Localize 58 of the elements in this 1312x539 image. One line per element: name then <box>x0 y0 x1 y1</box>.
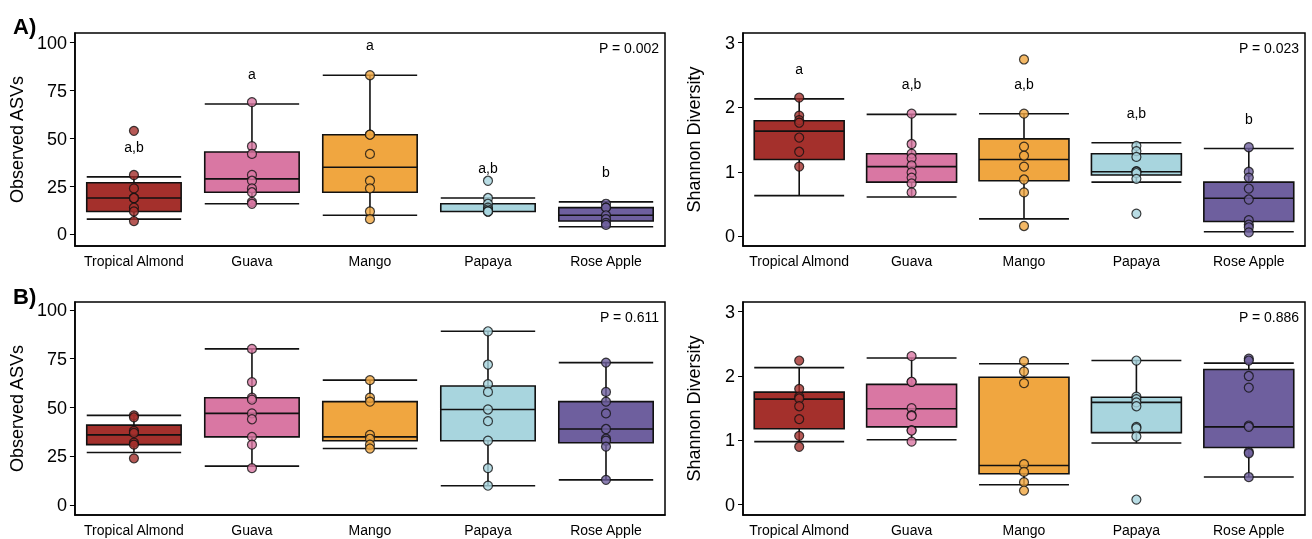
annotation: a,b <box>1014 75 1034 92</box>
annotation: b <box>1244 110 1253 127</box>
annotation: a,b <box>124 138 144 155</box>
y-tick-label: 25 <box>46 176 67 197</box>
annotation: a <box>795 60 804 77</box>
chart-title: A) <box>13 13 37 39</box>
y-tick-label: 1 <box>724 430 735 451</box>
x-tick-label: Guava <box>231 253 273 269</box>
annotation: b <box>602 163 611 180</box>
y-tick-label: 100 <box>36 299 67 320</box>
x-tick-label: Mango <box>348 522 392 538</box>
x-tick-label: Guava <box>231 522 273 538</box>
x-tick-label: Tropical Almond <box>749 253 850 269</box>
x-tick-label: Papaya <box>1112 522 1161 538</box>
y-tick-label: 75 <box>46 80 67 101</box>
x-tick-label: Mango <box>348 253 392 269</box>
y-tick-label: 75 <box>46 348 67 369</box>
x-tick-label: Guava <box>890 522 933 538</box>
x-tick-label: Rose Apple <box>570 522 643 538</box>
y-axis-title: Shannon Diversity <box>684 335 704 482</box>
y-tick-label: 50 <box>46 128 67 149</box>
x-tick-label: Mango <box>1002 522 1046 538</box>
y-axis-title: Shannon Diversity <box>684 66 704 213</box>
y-tick-label: 0 <box>724 494 735 515</box>
y-tick-label: 0 <box>56 224 67 245</box>
y-tick-label: 2 <box>724 97 735 118</box>
x-tick-label: Rose Apple <box>1213 253 1285 269</box>
x-tick-label: Tropical Almond <box>84 253 184 269</box>
y-axis-title: Observed ASVs <box>7 344 27 473</box>
x-tick-label: Mango <box>1002 253 1046 269</box>
annotation: P = 0.023 <box>1238 40 1300 56</box>
y-tick-label: 0 <box>56 495 67 516</box>
x-tick-label: Guava <box>890 253 933 269</box>
y-tick-label: 50 <box>46 397 67 418</box>
y-tick-label: 0 <box>724 226 735 247</box>
y-axis-title: Observed ASVs <box>7 75 27 204</box>
annotation: P = 0.002 <box>598 40 660 56</box>
y-tick-label: 2 <box>724 366 735 386</box>
annotation: a <box>366 37 375 54</box>
x-tick-label: Tropical Almond <box>749 522 850 538</box>
chart-title: B) <box>13 283 37 309</box>
x-tick-label: Rose Apple <box>570 253 643 269</box>
annotation: a,b <box>1126 104 1147 121</box>
x-tick-label: Tropical Almond <box>84 522 184 538</box>
annotation: a,b <box>901 76 922 93</box>
y-tick-label: 3 <box>724 32 735 53</box>
x-tick-label: Papaya <box>464 522 512 538</box>
annotation: a,b <box>478 160 498 177</box>
x-tick-label: Papaya <box>464 253 512 269</box>
annotation: P = 0.886 <box>1238 309 1300 325</box>
annotation: a <box>248 66 257 82</box>
y-tick-label: 25 <box>46 446 67 467</box>
y-tick-label: 1 <box>724 161 735 182</box>
x-tick-label: Rose Apple <box>1213 522 1285 538</box>
annotation: P = 0.611 <box>599 309 660 325</box>
y-tick-label: 100 <box>36 32 67 53</box>
y-tick-label: 3 <box>724 301 735 322</box>
x-tick-label: Papaya <box>1112 253 1161 269</box>
